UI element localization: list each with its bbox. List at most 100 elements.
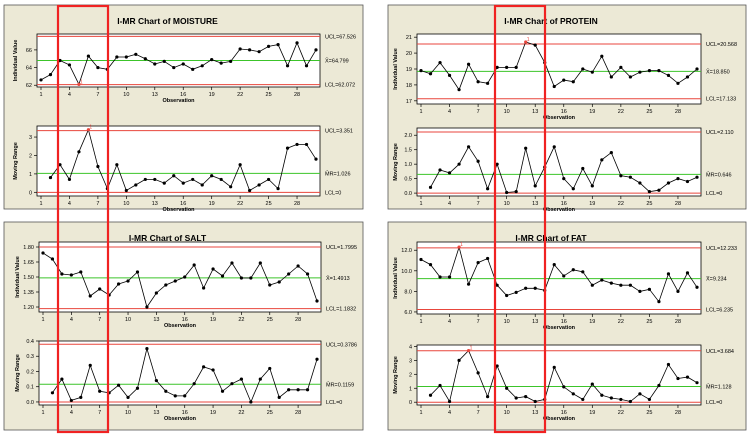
- data-point: [124, 55, 128, 59]
- data-point: [552, 84, 556, 89]
- data-point: [126, 279, 130, 283]
- x-tick-label: 10: [504, 109, 510, 115]
- y-tick-label: 2: [29, 153, 32, 159]
- data-point: [685, 179, 690, 184]
- data-point: [524, 286, 528, 290]
- y-tick-label: 8.0: [404, 289, 412, 295]
- data-point: [438, 61, 442, 65]
- x-axis-title: Observation: [543, 115, 576, 121]
- data-point: [77, 150, 81, 154]
- data-point: [638, 392, 642, 396]
- data-point: [657, 188, 661, 192]
- ucl-label: UCL=12.233: [706, 246, 737, 252]
- flag-marker: 1: [527, 37, 530, 43]
- data-point: [428, 185, 433, 189]
- data-point: [60, 377, 64, 381]
- data-point: [162, 181, 166, 185]
- data-point: [164, 389, 168, 393]
- data-point: [219, 177, 223, 182]
- data-point: [164, 283, 168, 287]
- center-label: X̄=18.850: [706, 69, 730, 76]
- x-tick-label: 28: [295, 410, 301, 416]
- data-point: [248, 188, 252, 193]
- x-tick-label: 10: [504, 201, 510, 207]
- x-tick-label: 4: [70, 317, 73, 323]
- chart-title: I-MR Chart of SALT: [129, 233, 207, 243]
- data-point: [676, 177, 680, 181]
- data-point: [314, 157, 318, 161]
- highlight-box-left: [56, 4, 110, 434]
- y-tick-label: 1.20: [23, 305, 34, 311]
- data-point: [524, 395, 528, 399]
- ucl-label: UCL=67.526: [325, 34, 356, 40]
- x-tick-label: 19: [589, 201, 595, 207]
- imr-chart-panel: I-MR Chart of PROTEIN UCL=20.568 X̄=18.850…: [387, 4, 747, 213]
- x-tick-label: 7: [96, 201, 99, 207]
- data-point: [266, 44, 271, 48]
- data-point: [695, 285, 699, 289]
- y-tick-label: 0.3: [26, 354, 34, 360]
- data-point: [447, 73, 452, 77]
- data-point: [609, 75, 613, 79]
- x-tick-label: 28: [675, 319, 681, 325]
- data-point: [249, 400, 253, 404]
- data-point: [505, 190, 509, 195]
- data-point: [88, 363, 92, 367]
- data-point: [211, 267, 215, 271]
- data-point: [239, 276, 244, 280]
- data-point: [173, 394, 177, 398]
- x-tick-label: 25: [646, 109, 652, 115]
- x-tick-label: 25: [266, 201, 272, 207]
- y-tick-label: 1.0: [404, 162, 412, 168]
- data-point: [447, 171, 452, 175]
- x-tick-label: 16: [182, 410, 188, 416]
- data-point: [172, 174, 176, 178]
- y-tick-label: 0.1: [26, 385, 34, 391]
- data-point: [258, 261, 262, 265]
- data-point: [115, 55, 119, 59]
- x-tick-label: 13: [153, 317, 159, 323]
- y-tick-label: 4: [409, 344, 412, 350]
- data-point: [457, 162, 461, 166]
- series-line: [40, 41, 317, 86]
- data-point: [647, 68, 652, 73]
- data-point: [96, 164, 100, 169]
- x-tick-label: 28: [295, 317, 301, 323]
- data-point: [296, 264, 300, 268]
- center-label: M̄R=1.128: [706, 384, 732, 391]
- y-tick-label: 6.0: [404, 310, 412, 316]
- y-tick-label: 1.80: [23, 245, 34, 251]
- data-point: [143, 177, 147, 182]
- data-point: [295, 142, 299, 147]
- x-tick-label: 7: [477, 201, 480, 207]
- y-tick-label: 2.0: [404, 133, 412, 139]
- data-point: [277, 280, 281, 284]
- data-point: [581, 270, 585, 274]
- x-tick-label: 16: [180, 92, 186, 98]
- data-point: [135, 270, 140, 274]
- lcl-label: LCL=0: [325, 190, 341, 196]
- y-axis-title: Individual Value: [13, 40, 19, 82]
- center-label: X̄=1.4913: [326, 275, 350, 282]
- y-tick-label: 3: [409, 358, 412, 364]
- flag-marker: 1: [89, 125, 92, 131]
- ucl-label: UCL=3.351: [325, 129, 353, 135]
- data-point: [657, 383, 661, 388]
- data-point: [590, 184, 594, 188]
- data-point: [495, 364, 499, 368]
- x-tick-label: 4: [448, 410, 451, 416]
- x-tick-label: 13: [532, 410, 538, 416]
- y-tick-label: 0: [409, 400, 412, 406]
- data-point: [695, 381, 699, 385]
- plot-area: [416, 344, 702, 406]
- data-point: [248, 48, 252, 52]
- data-point: [124, 188, 128, 193]
- y-tick-label: 2: [409, 372, 412, 378]
- data-point: [581, 166, 585, 171]
- data-point: [562, 177, 566, 181]
- data-point: [58, 163, 62, 167]
- x-tick-label: 28: [675, 410, 681, 416]
- data-point: [191, 177, 195, 182]
- data-point: [257, 50, 261, 54]
